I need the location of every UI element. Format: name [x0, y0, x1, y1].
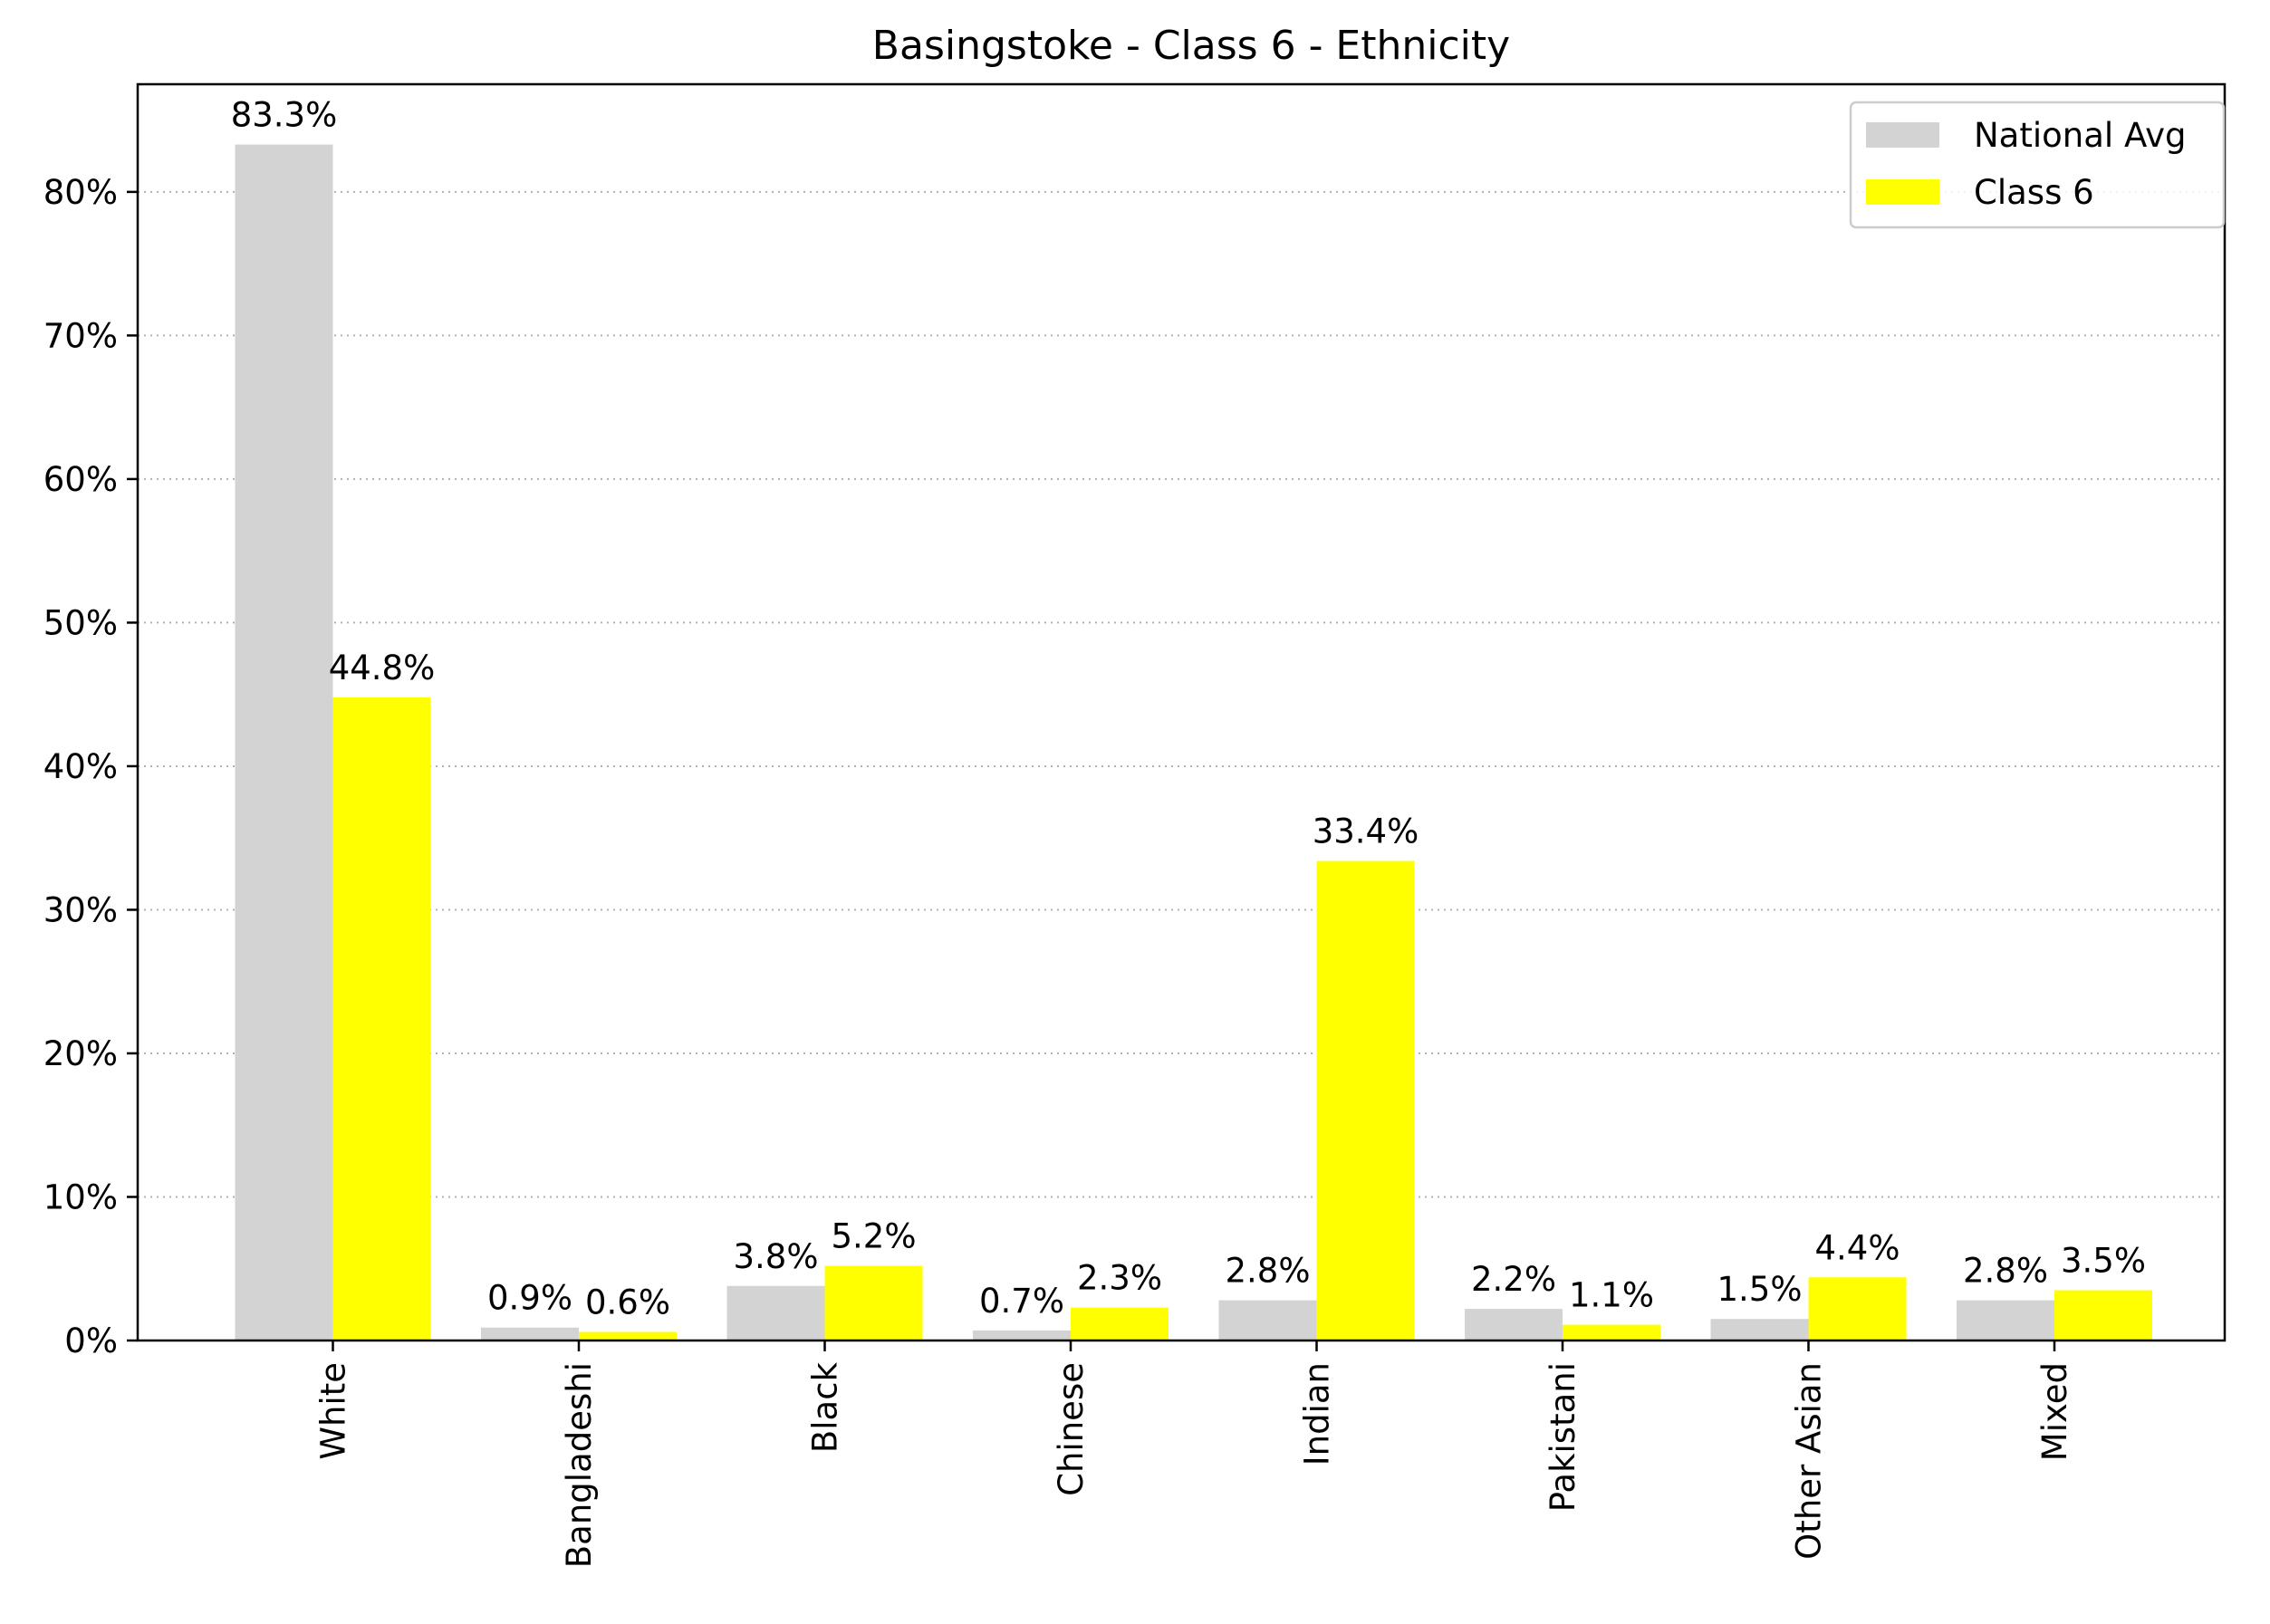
data-label: 1.5%	[1717, 1270, 1803, 1309]
bar-national-avg-other-asian	[1710, 1319, 1809, 1341]
legend: National Avg Class 6	[1849, 101, 2226, 229]
y-tick-label: 50%	[43, 603, 118, 642]
data-label: 2.8%	[1226, 1252, 1311, 1291]
y-tick-label: 40%	[43, 747, 118, 786]
y-tick-label: 30%	[43, 890, 118, 929]
y-tick-label: 80%	[43, 173, 118, 212]
x-tick-label: Bangladeshi	[560, 1362, 599, 1568]
data-label: 44.8%	[329, 649, 436, 687]
data-label: 0.6%	[585, 1283, 670, 1321]
bars	[235, 144, 2152, 1341]
x-tick-label: Indian	[1298, 1362, 1337, 1465]
plot-frame	[136, 82, 2227, 1342]
bar-national-avg-bangladeshi	[481, 1327, 579, 1341]
legend-label: National Avg	[1974, 116, 2186, 155]
x-tick-label: Chinese	[1052, 1362, 1091, 1496]
data-label: 5.2%	[832, 1217, 917, 1256]
data-label: 83.3%	[231, 96, 338, 135]
bar-national-avg-pakistani	[1465, 1309, 1563, 1341]
x-tick-label: Black	[806, 1361, 845, 1453]
data-label: 1.1%	[1569, 1276, 1654, 1315]
x-tick-label: Mixed	[2035, 1362, 2074, 1461]
y-tick-label: 60%	[43, 460, 118, 499]
bar-national-avg-white	[235, 144, 333, 1341]
bar-national-avg-mixed	[1957, 1300, 2054, 1341]
bar-class-6-bangladeshi	[579, 1331, 677, 1341]
bar-class-6-other-asian	[1808, 1277, 1907, 1341]
legend-box	[1849, 101, 2226, 229]
data-label: 33.4%	[1313, 812, 1419, 851]
data-labels: 83.3% 44.8% 0.9% 0.6% 3.8% 5.2% 0.7% 2.3% 2.8% 33…	[231, 96, 2146, 1322]
legend-swatch	[1866, 179, 1939, 205]
data-label: 0.9%	[487, 1279, 572, 1318]
data-label: 2.3%	[1077, 1259, 1162, 1298]
y-tick-label: 10%	[43, 1177, 118, 1216]
data-label: 3.5%	[2061, 1242, 2146, 1281]
bar-class-6-white	[332, 697, 431, 1341]
axes: 0% 10% 20% 30% 40% 50% 60% 70% 80% White Banglades…	[43, 82, 2227, 1568]
y-tick-label: 20%	[43, 1034, 118, 1073]
data-label: 2.2%	[1471, 1260, 1556, 1299]
bar-class-6-indian	[1316, 860, 1415, 1341]
bar-national-avg-indian	[1218, 1300, 1317, 1341]
data-label: 2.8%	[1963, 1252, 2048, 1291]
bar-class-6-mixed	[2054, 1290, 2152, 1341]
y-tick-label: 0%	[64, 1321, 118, 1360]
bar-class-6-black	[824, 1265, 923, 1341]
bar-class-6-chinese	[1071, 1307, 1169, 1341]
bar-national-avg-chinese	[973, 1330, 1071, 1341]
legend-swatch	[1866, 122, 1939, 148]
x-tick-label: Other Asian	[1790, 1362, 1829, 1560]
legend-label: Class 6	[1974, 173, 2094, 212]
data-label: 0.7%	[979, 1282, 1064, 1321]
bar-national-avg-black	[726, 1285, 825, 1341]
x-tick-label: White	[314, 1362, 353, 1460]
bar-class-6-pakistani	[1563, 1324, 1660, 1341]
data-label: 4.4%	[1815, 1228, 1900, 1267]
chart-title: Basingstoke - Class 6 - Ethnicity	[872, 23, 1510, 69]
x-tick-label: Pakistani	[1544, 1362, 1582, 1512]
data-label: 3.8%	[734, 1237, 819, 1276]
y-tick-label: 70%	[43, 316, 118, 355]
